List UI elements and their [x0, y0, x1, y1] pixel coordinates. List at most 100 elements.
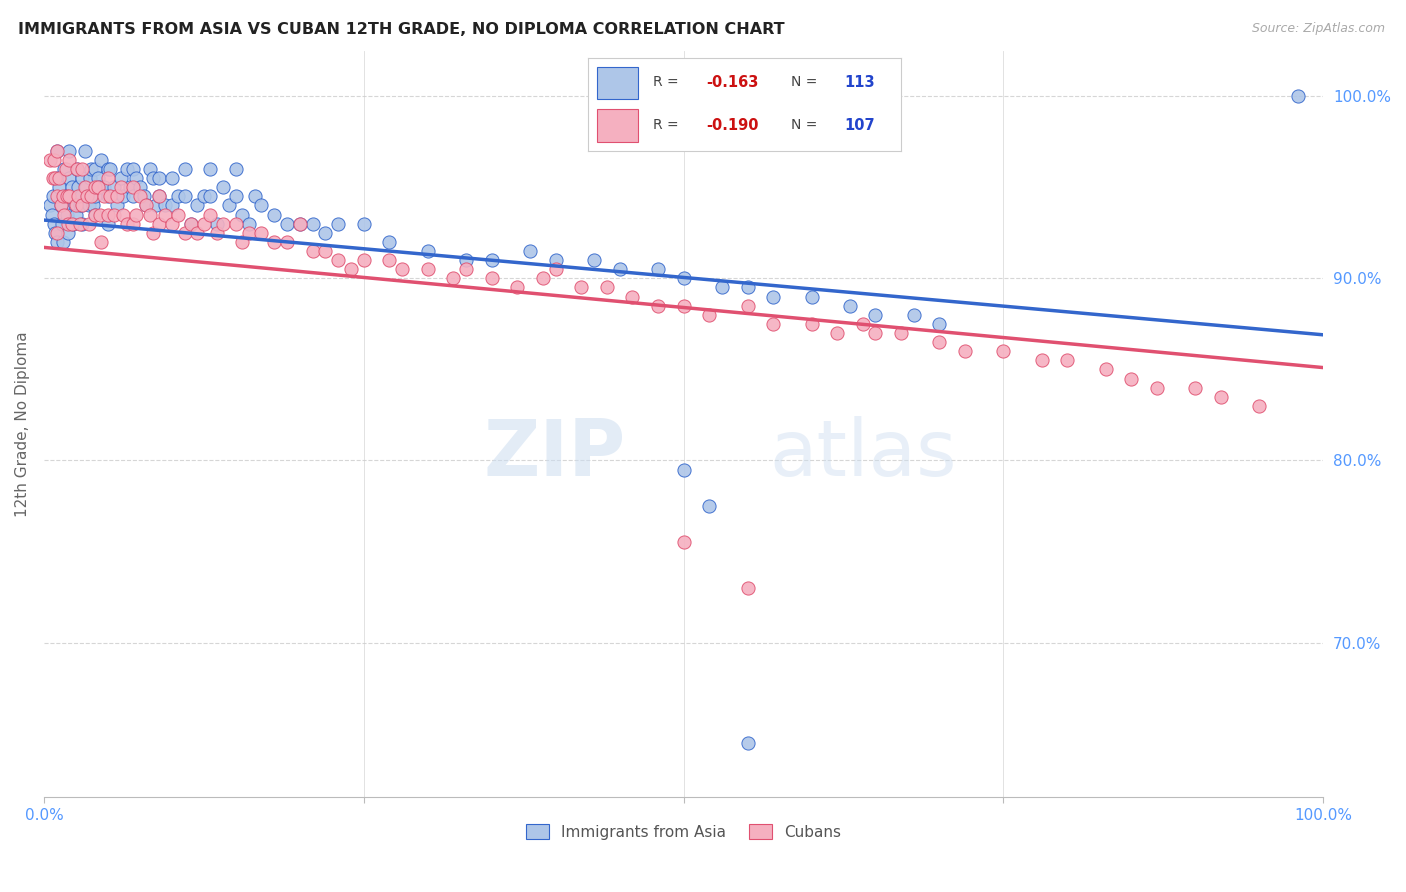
Point	[51, 217, 73, 231]
Point	[80, 189, 103, 203]
Point	[87, 180, 110, 194]
Point	[52, 189, 75, 203]
Point	[737, 736, 759, 750]
Point	[301, 244, 323, 258]
Point	[200, 189, 222, 203]
Point	[454, 253, 477, 268]
Point	[84, 162, 107, 177]
Point	[1209, 390, 1232, 404]
Point	[69, 198, 91, 212]
Point	[135, 198, 157, 212]
Point	[148, 217, 170, 231]
Point	[288, 217, 311, 231]
Point	[84, 208, 107, 222]
Point	[243, 189, 266, 203]
Point	[93, 189, 115, 203]
Point	[186, 198, 208, 212]
Point	[110, 171, 132, 186]
Point	[672, 299, 695, 313]
Point	[112, 208, 135, 222]
Point	[115, 217, 138, 231]
Point	[100, 162, 122, 177]
Point	[180, 217, 202, 231]
Point	[218, 198, 240, 212]
Point	[70, 189, 93, 203]
Point	[1286, 89, 1309, 103]
Point	[58, 217, 80, 231]
Point	[45, 226, 67, 240]
Point	[52, 235, 75, 249]
Point	[39, 198, 62, 212]
Y-axis label: 12th Grade, No Diploma: 12th Grade, No Diploma	[15, 331, 30, 516]
Point	[44, 171, 66, 186]
Point	[288, 217, 311, 231]
Point	[647, 262, 669, 277]
Point	[45, 189, 67, 203]
Point	[160, 171, 183, 186]
Point	[80, 162, 103, 177]
Point	[416, 244, 439, 258]
Point	[56, 208, 79, 222]
Point	[737, 280, 759, 294]
Point	[72, 198, 94, 212]
Point	[225, 189, 247, 203]
Point	[672, 271, 695, 285]
Point	[481, 253, 503, 268]
Point	[53, 208, 76, 222]
Point	[212, 217, 235, 231]
Point	[66, 162, 89, 177]
Point	[865, 326, 887, 340]
Point	[42, 153, 65, 167]
Point	[72, 171, 94, 186]
Point	[58, 153, 80, 167]
Point	[58, 171, 80, 186]
Point	[45, 144, 67, 158]
Point	[1249, 399, 1271, 413]
Point	[737, 581, 759, 595]
Point	[1094, 362, 1116, 376]
Point	[72, 217, 94, 231]
Text: IMMIGRANTS FROM ASIA VS CUBAN 12TH GRADE, NO DIPLOMA CORRELATION CHART: IMMIGRANTS FROM ASIA VS CUBAN 12TH GRADE…	[18, 22, 785, 37]
Point	[67, 180, 90, 194]
Point	[90, 235, 112, 249]
Point	[301, 217, 323, 231]
Point	[115, 162, 138, 177]
Point	[710, 280, 733, 294]
Point	[45, 171, 67, 186]
Point	[122, 180, 145, 194]
Point	[148, 189, 170, 203]
Point	[76, 189, 98, 203]
Point	[125, 208, 148, 222]
Point	[569, 280, 592, 294]
Point	[42, 217, 65, 231]
Point	[200, 162, 222, 177]
Point	[697, 499, 720, 513]
Point	[173, 162, 195, 177]
Point	[148, 189, 170, 203]
Point	[928, 317, 950, 331]
Point	[263, 235, 285, 249]
Point	[142, 171, 165, 186]
Point	[647, 299, 669, 313]
Point	[45, 235, 67, 249]
Point	[697, 308, 720, 322]
Point	[609, 262, 631, 277]
Point	[852, 317, 875, 331]
Point	[55, 162, 77, 177]
Point	[65, 198, 87, 212]
Text: ZIP: ZIP	[484, 416, 626, 491]
Point	[225, 162, 247, 177]
Point	[60, 217, 83, 231]
Point	[97, 171, 120, 186]
Point	[160, 217, 183, 231]
Point	[481, 271, 503, 285]
Point	[89, 208, 111, 222]
Point	[762, 317, 785, 331]
Point	[82, 198, 104, 212]
Point	[72, 198, 94, 212]
Point	[97, 162, 120, 177]
Point	[84, 180, 107, 194]
Text: Source: ZipAtlas.com: Source: ZipAtlas.com	[1251, 22, 1385, 36]
Point	[128, 180, 150, 194]
Point	[62, 217, 84, 231]
